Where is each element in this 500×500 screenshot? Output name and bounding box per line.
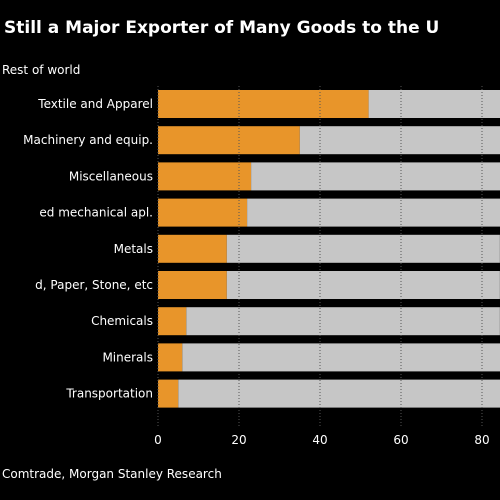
chart-title: Still a Major Exporter of Many Goods to …: [4, 18, 440, 38]
bar-segment-rest-of-world: [368, 90, 500, 118]
bar-segment-rest-of-world: [299, 126, 500, 155]
chart-source: Comtrade, Morgan Stanley Research: [2, 467, 222, 481]
bar-segment-rest-of-world: [186, 307, 500, 336]
bar-segment-us: [158, 90, 369, 118]
bar-segment-us: [158, 126, 300, 155]
x-tick-label: 60: [393, 433, 408, 447]
bar-segment-us: [158, 343, 183, 372]
bar-segment-us: [158, 162, 252, 191]
x-tick-label: 0: [154, 433, 162, 447]
bar-segment-rest-of-world: [226, 271, 500, 299]
category-label: Miscellaneous: [69, 169, 153, 183]
bar-segment-us: [158, 307, 187, 336]
category-label: Textile and Apparel: [37, 97, 153, 111]
bar-segment-rest-of-world: [182, 343, 500, 372]
x-tick-label: 80: [474, 433, 489, 447]
bar-segment-rest-of-world: [247, 198, 500, 227]
bar-segment-rest-of-world: [226, 234, 500, 263]
category-label: Machinery and equip.: [23, 133, 153, 147]
category-label: Transportation: [65, 387, 153, 401]
bar-segment-rest-of-world: [178, 379, 500, 408]
category-label: Metals: [114, 242, 153, 256]
legend-label-rest-of-world: Rest of world: [2, 63, 81, 77]
bar-segment-us: [158, 198, 248, 227]
x-tick-label: 40: [312, 433, 327, 447]
x-tick-label: 20: [231, 433, 246, 447]
category-label: Chemicals: [91, 314, 153, 328]
category-label: Minerals: [102, 350, 153, 364]
bar-segment-rest-of-world: [251, 162, 500, 191]
bar-segment-us: [158, 271, 227, 299]
category-label: d, Paper, Stone, etc: [35, 278, 153, 292]
category-label: ed mechanical apl.: [39, 206, 153, 220]
bar-segment-us: [158, 379, 179, 408]
bar-segment-us: [158, 234, 227, 263]
